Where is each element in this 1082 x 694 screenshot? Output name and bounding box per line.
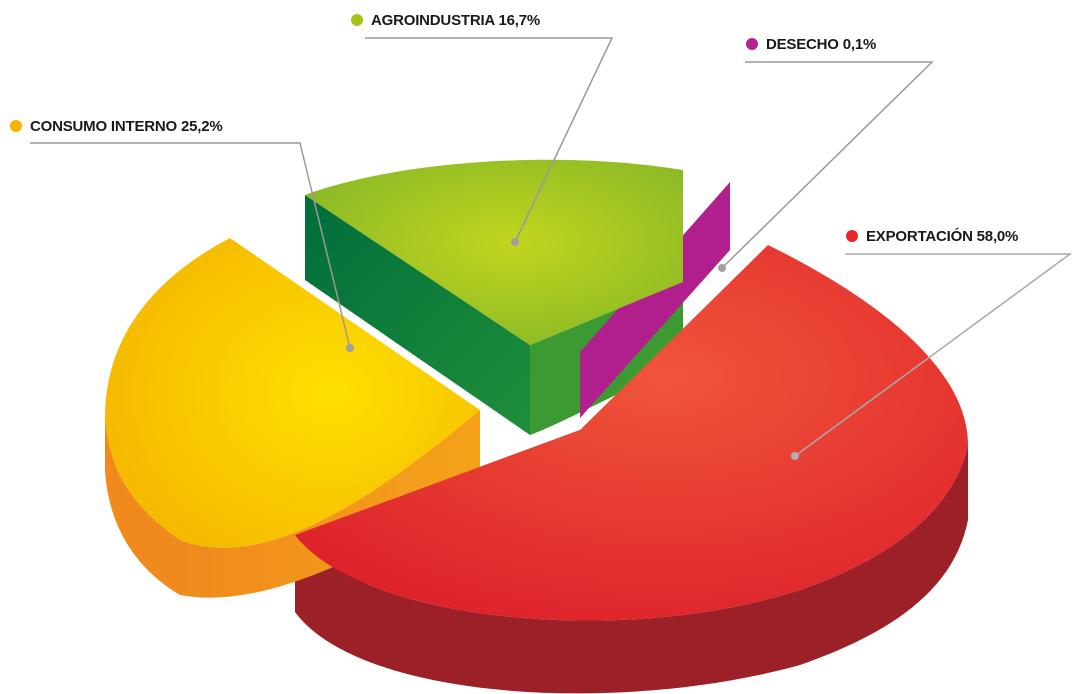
leader-desecho [721, 61, 934, 269]
slice-agroindustria-side [305, 195, 530, 435]
leader-consumo-interno [30, 142, 351, 349]
slice-exportacion [295, 245, 968, 621]
label-consumo-interno: CONSUMO INTERNO 25,2% [30, 118, 223, 135]
leader-exportacion [794, 253, 1073, 457]
slice-exportacion-rim [295, 445, 968, 694]
anchor-consumo-interno [346, 344, 354, 352]
callout-exportacion: EXPORTACIÓN 58,0% [791, 227, 1073, 460]
label-exportacion: EXPORTACIÓN 58,0% [866, 227, 1018, 245]
legend-dot-consumo-interno [10, 120, 22, 132]
anchor-agroindustria [511, 238, 519, 246]
anchor-desecho [718, 264, 726, 272]
label-agroindustria: AGROINDUSTRIA 16,7% [371, 12, 540, 29]
slice-desecho-top [580, 182, 730, 418]
slice-consumo-front [180, 410, 480, 598]
slice-consumo-interno [105, 238, 480, 548]
label-desecho: DESECHO 0,1% [766, 36, 876, 53]
legend-dot-agroindustria [351, 14, 363, 26]
legend-dot-desecho [746, 38, 758, 50]
legend-dot-exportacion [846, 230, 858, 242]
anchor-exportacion [791, 452, 799, 460]
callout-agroindustria: AGROINDUSTRIA 16,7% [351, 12, 614, 246]
callout-desecho: DESECHO 0,1% [718, 36, 934, 272]
leader-agroindustria [365, 37, 614, 243]
slice-agroindustria [305, 159, 683, 345]
callout-consumo-interno: CONSUMO INTERNO 25,2% [10, 118, 354, 352]
slice-consumo-side [105, 418, 180, 595]
